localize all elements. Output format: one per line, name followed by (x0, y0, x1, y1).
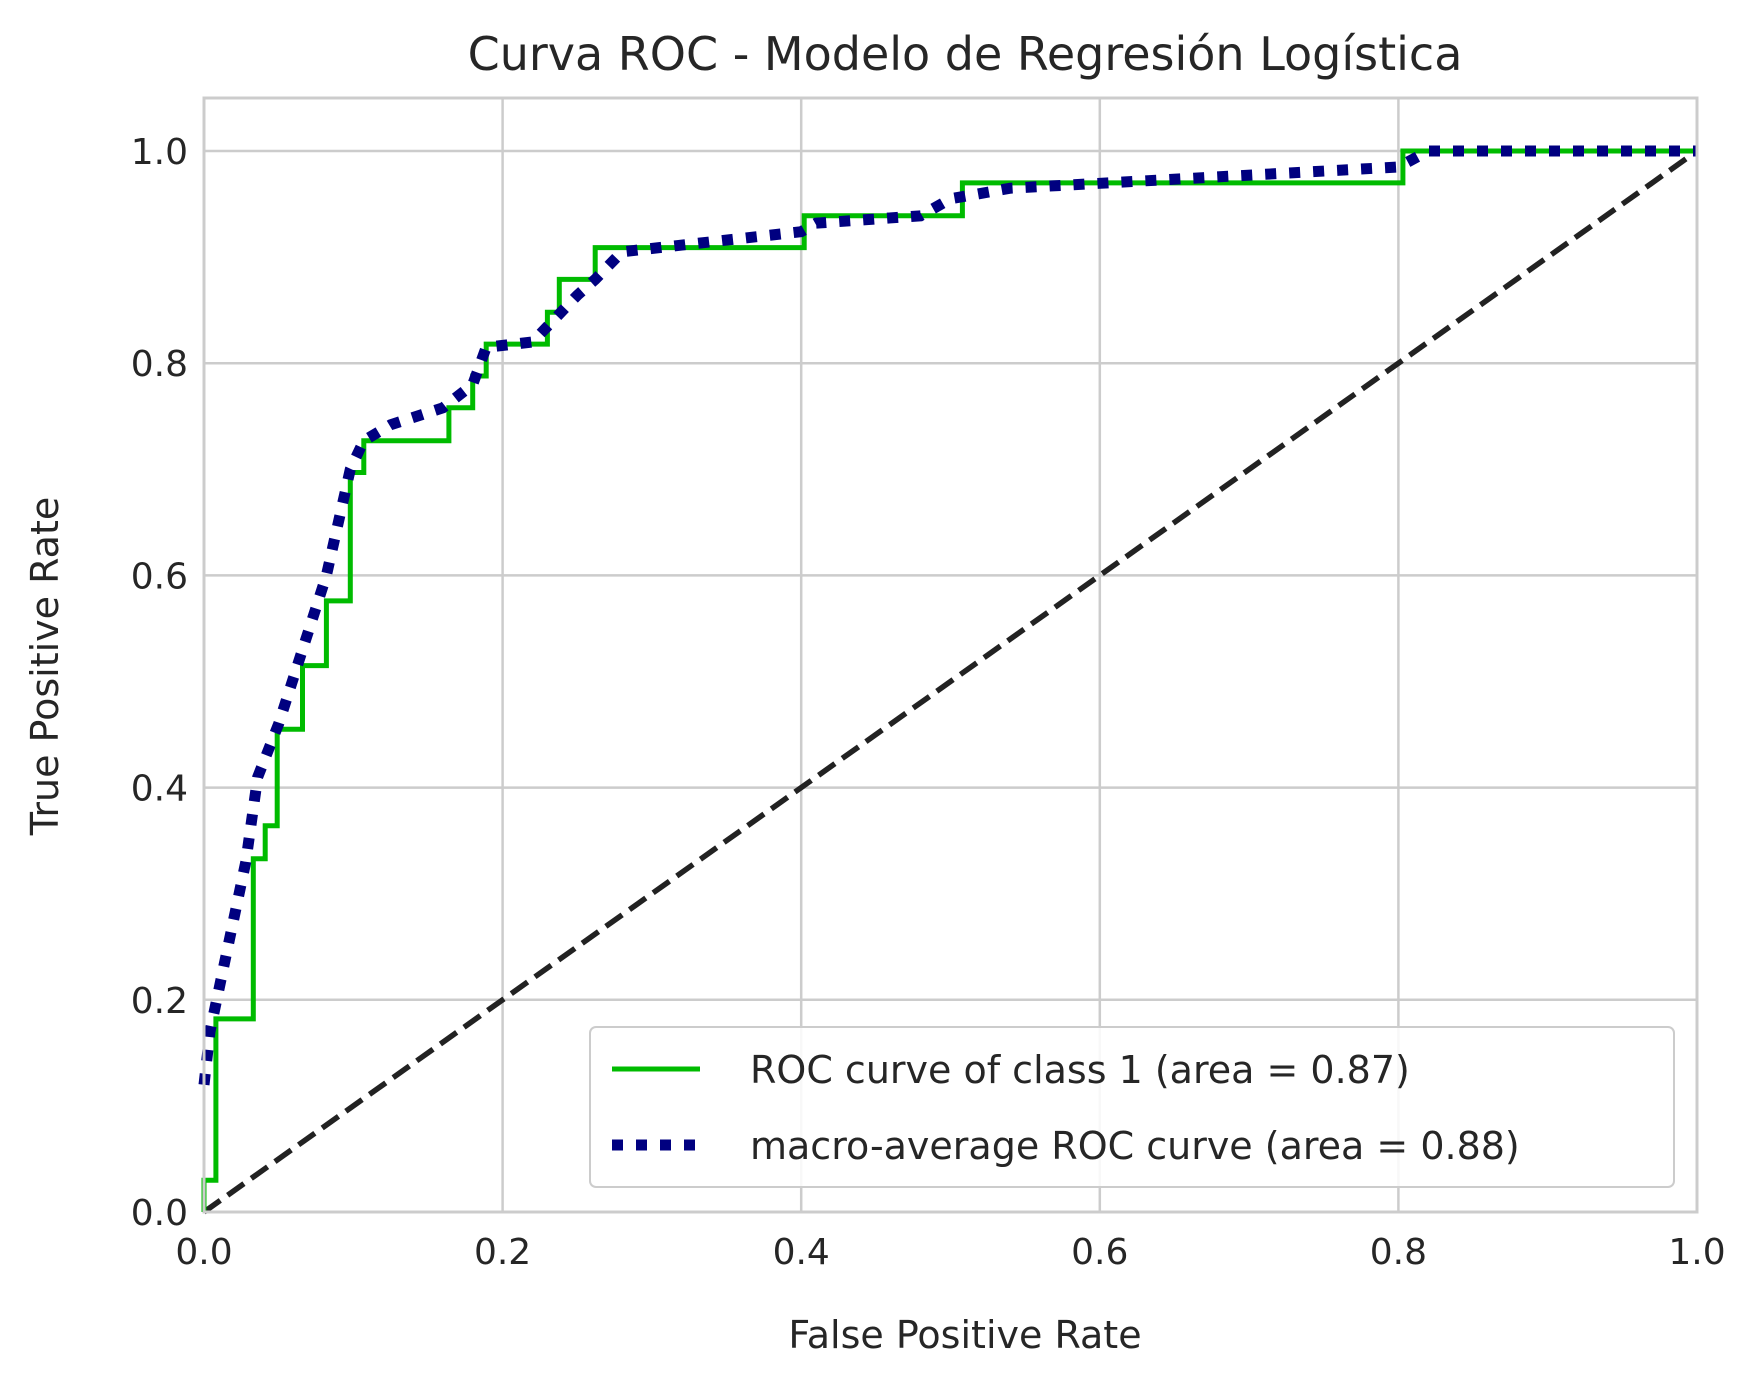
y-tick-label: 0.2 (131, 981, 188, 1022)
series-line-0 (201, 148, 1697, 1212)
y-axis-label: True Positive Rate (23, 497, 67, 837)
x-tick-label: 0.0 (175, 1232, 232, 1273)
x-tick-labels: 0.0 0.2 0.4 0.6 0.8 1.0 (175, 1232, 1725, 1273)
y-tick-labels: 0.0 0.2 0.4 0.6 0.8 1.0 (131, 132, 188, 1234)
legend: ROC curve of class 1 (area = 0.87) macro-… (589, 1026, 1675, 1188)
y-tick-label: 0.6 (131, 556, 188, 597)
series-line-1 (198, 145, 1697, 1086)
y-tick-label: 1.0 (131, 132, 188, 173)
y-tick-label: 0.4 (131, 769, 188, 810)
x-tick-label: 0.8 (1370, 1232, 1427, 1273)
x-tick-label: 1.0 (1668, 1232, 1725, 1273)
y-tick-label: 0.0 (131, 1193, 188, 1234)
legend-label-0: ROC curve of class 1 (area = 0.87) (750, 1048, 1410, 1092)
chart-title: Curva ROC - Modelo de Regresión Logístic… (468, 27, 1463, 81)
y-tick-label: 0.8 (131, 344, 188, 385)
plot-frame (202, 96, 1699, 1214)
legend-box (589, 1026, 1675, 1188)
x-tick-label: 0.4 (773, 1232, 830, 1273)
series-lines (198, 145, 1699, 1215)
x-axis-label: False Positive Rate (788, 1313, 1141, 1357)
x-tick-label: 0.6 (1071, 1232, 1128, 1273)
x-tick-label: 0.2 (474, 1232, 531, 1273)
series-line-2 (202, 148, 1699, 1215)
legend-label-1: macro-average ROC curve (area = 0.88) (750, 1124, 1520, 1168)
